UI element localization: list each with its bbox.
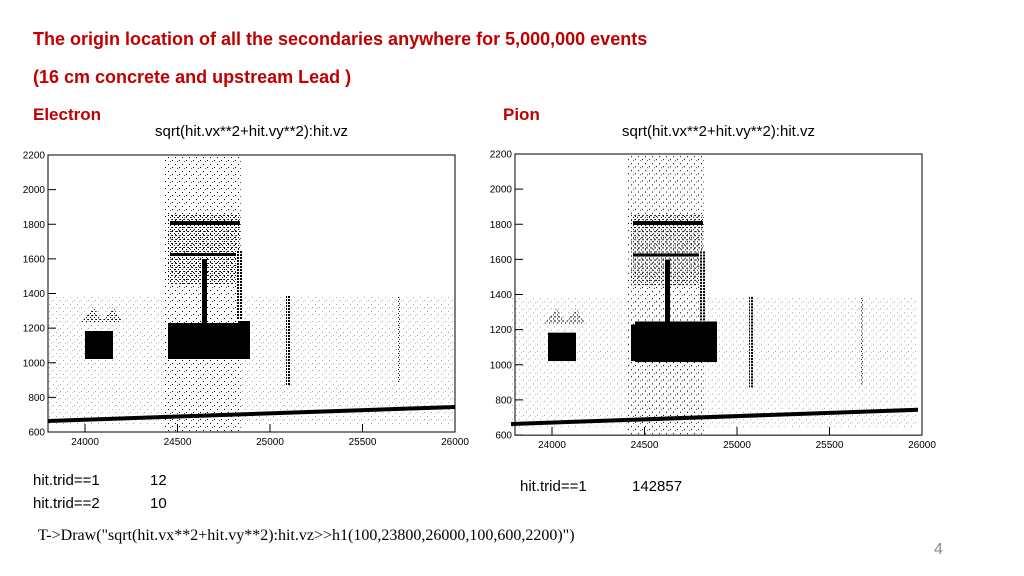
x-tick-label: 26000 (908, 440, 936, 451)
x-tick-label: 24500 (164, 437, 192, 448)
plots: sqrt(hit.vx**2+hit.vy**2):hit.vz 24000 245… (23, 123, 937, 451)
x-tick-label: 25500 (816, 440, 844, 451)
x-tick-label: 24000 (538, 440, 566, 451)
y-tick-label: 800 (28, 393, 45, 404)
x-tick-label: 25500 (349, 437, 377, 448)
x-tick-label: 25000 (256, 437, 284, 448)
y-tick-label: 600 (495, 431, 512, 442)
page-number: 4 (934, 541, 943, 558)
subtitle: (16 cm concrete and upstream Lead ) (33, 67, 352, 87)
y-tick-label: 1400 (490, 290, 513, 301)
cut-count: 12 (150, 472, 167, 489)
cut-label: hit.trid==1 (33, 472, 100, 489)
y-tick-label: 1200 (23, 324, 46, 335)
command: T->Draw("sqrt(hit.vx**2+hit.vy**2):hit.v… (38, 527, 575, 544)
y-tick-label: 2200 (490, 150, 513, 161)
y-tick-label: 2000 (23, 185, 46, 196)
y-tick-label: 1600 (23, 254, 46, 265)
x-tick-label: 24000 (71, 437, 99, 448)
plot-title: sqrt(hit.vx**2+hit.vy**2):hit.vz (622, 123, 815, 140)
y-tick-label: 600 (28, 428, 45, 439)
plot-area (511, 153, 923, 436)
y-tick-label: 2000 (490, 185, 513, 196)
y-tick-label: 1800 (23, 220, 46, 231)
x-tick-label: 26000 (441, 437, 469, 448)
y-tick-label: 1000 (23, 358, 46, 369)
cut-label: hit.trid==2 (33, 495, 100, 512)
cut-count: 10 (150, 495, 167, 512)
y-tick-label: 1000 (490, 360, 513, 371)
x-tick-label: 24500 (631, 440, 659, 451)
cut-count: 142857 (632, 478, 683, 495)
y-tick-label: 800 (495, 395, 512, 406)
y-tick-label: 1600 (490, 255, 513, 266)
x-tick-label: 25000 (723, 440, 751, 451)
y-tick-label: 1200 (490, 325, 513, 336)
plot-title: sqrt(hit.vx**2+hit.vy**2):hit.vz (155, 123, 348, 140)
cut-label: hit.trid==1 (520, 478, 587, 495)
plot-area (47, 154, 456, 433)
y-tick-label: 2200 (23, 151, 46, 162)
title: The origin location of all the secondari… (33, 29, 648, 49)
panel-label: Electron (33, 105, 102, 124)
panel-label: Pion (503, 105, 540, 124)
y-tick-label: 1400 (23, 289, 46, 300)
y-tick-label: 1800 (490, 220, 513, 231)
